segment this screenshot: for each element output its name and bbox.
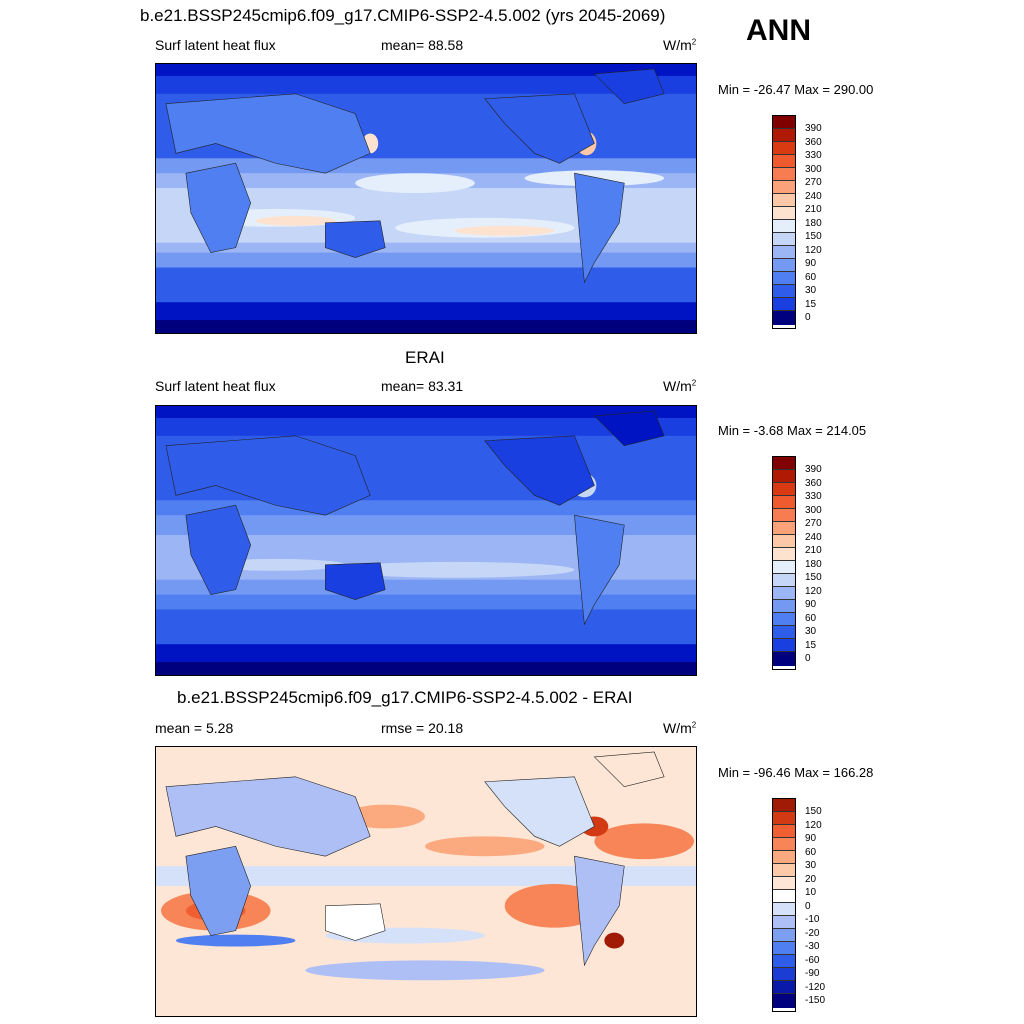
panel3-map (155, 746, 697, 1017)
colorbar-tick: 120 (805, 585, 822, 597)
colorbar-tick: -120 (805, 981, 826, 993)
colorbar-tick: 210 (805, 204, 822, 215)
colorbar-tick: 60 (805, 846, 817, 858)
colorbar-tick: 0 (805, 900, 811, 912)
panel1-colorbar (772, 115, 796, 329)
panel3-units: W/m2 (663, 720, 697, 736)
colorbar-tick: 360 (805, 136, 822, 148)
panel3-rmse-label: rmse = 20.18 (381, 720, 464, 736)
panel3-minmax: Min = -96.46 Max = 166.28 (718, 765, 874, 780)
panel1-minmax: Min = -26.47 Max = 290.00 (718, 82, 874, 97)
colorbar-tick: -60 (805, 954, 820, 966)
panel1-units: W/m2 (663, 37, 697, 53)
colorbar-tick: 330 (805, 150, 822, 161)
colorbar-tick: 90 (805, 833, 817, 844)
panel2-units: W/m2 (663, 378, 697, 394)
season-label: ANN (746, 14, 811, 47)
colorbar-tick: 0 (805, 653, 811, 664)
colorbar-tick: 90 (805, 258, 817, 269)
panel2-mean-label: mean= 83.31 (381, 378, 464, 394)
colorbar-tick: 240 (805, 190, 822, 202)
colorbar-tick: 0 (805, 312, 811, 323)
panel1-mean-label: mean= 88.58 (381, 37, 464, 53)
colorbar-tick: 15 (805, 639, 817, 651)
colorbar-tick: 20 (805, 873, 817, 885)
panel1-map (155, 63, 697, 334)
panel2-title: ERAI (405, 348, 445, 367)
colorbar-tick: 240 (805, 531, 822, 543)
colorbar-tick: 300 (805, 163, 822, 175)
colorbar-tick: 180 (805, 558, 822, 570)
colorbar-tick: 15 (805, 298, 817, 310)
colorbar-tick: -90 (805, 968, 820, 979)
colorbar-tick: 30 (805, 860, 817, 871)
colorbar-tick: 150 (805, 231, 822, 242)
colorbar-tick: 210 (805, 545, 822, 556)
colorbar-tick: -150 (805, 995, 826, 1006)
panel1-variable-label: Surf latent heat flux (155, 37, 276, 53)
colorbar-tick: 390 (805, 123, 822, 134)
colorbar-tick: 120 (805, 819, 822, 831)
colorbar-tick: 390 (805, 464, 822, 475)
colorbar-tick: 150 (805, 806, 822, 817)
colorbar-tick: 60 (805, 271, 817, 283)
colorbar-tick: 120 (805, 244, 822, 256)
panel1-title: b.e21.BSSP245cmip6.f09_g17.CMIP6-SSP2-4.… (140, 6, 666, 25)
panel2-minmax: Min = -3.68 Max = 214.05 (718, 423, 867, 438)
colorbar-tick: 180 (805, 217, 822, 229)
panel3-mean-label: mean = 5.28 (155, 720, 234, 736)
colorbar-tick: -20 (805, 927, 820, 939)
colorbar-tick: 30 (805, 285, 817, 296)
colorbar-tick: -10 (805, 914, 820, 925)
colorbar-tick: 300 (805, 504, 822, 516)
panel2-variable-label: Surf latent heat flux (155, 378, 276, 394)
panel3-colorbar (772, 798, 796, 1012)
colorbar-tick: 60 (805, 612, 817, 624)
colorbar-tick: 150 (805, 572, 822, 583)
colorbar-tick: 270 (805, 518, 822, 529)
panel2-colorbar (772, 456, 796, 670)
panel2-map (155, 405, 697, 676)
colorbar-tick: 270 (805, 177, 822, 188)
colorbar-tick: 10 (805, 887, 817, 898)
colorbar-tick: -30 (805, 941, 820, 952)
colorbar-tick: 360 (805, 477, 822, 489)
panel3-title: b.e21.BSSP245cmip6.f09_g17.CMIP6-SSP2-4.… (177, 688, 633, 707)
colorbar-tick: 330 (805, 491, 822, 502)
colorbar-tick: 30 (805, 626, 817, 637)
colorbar-tick: 90 (805, 599, 817, 610)
